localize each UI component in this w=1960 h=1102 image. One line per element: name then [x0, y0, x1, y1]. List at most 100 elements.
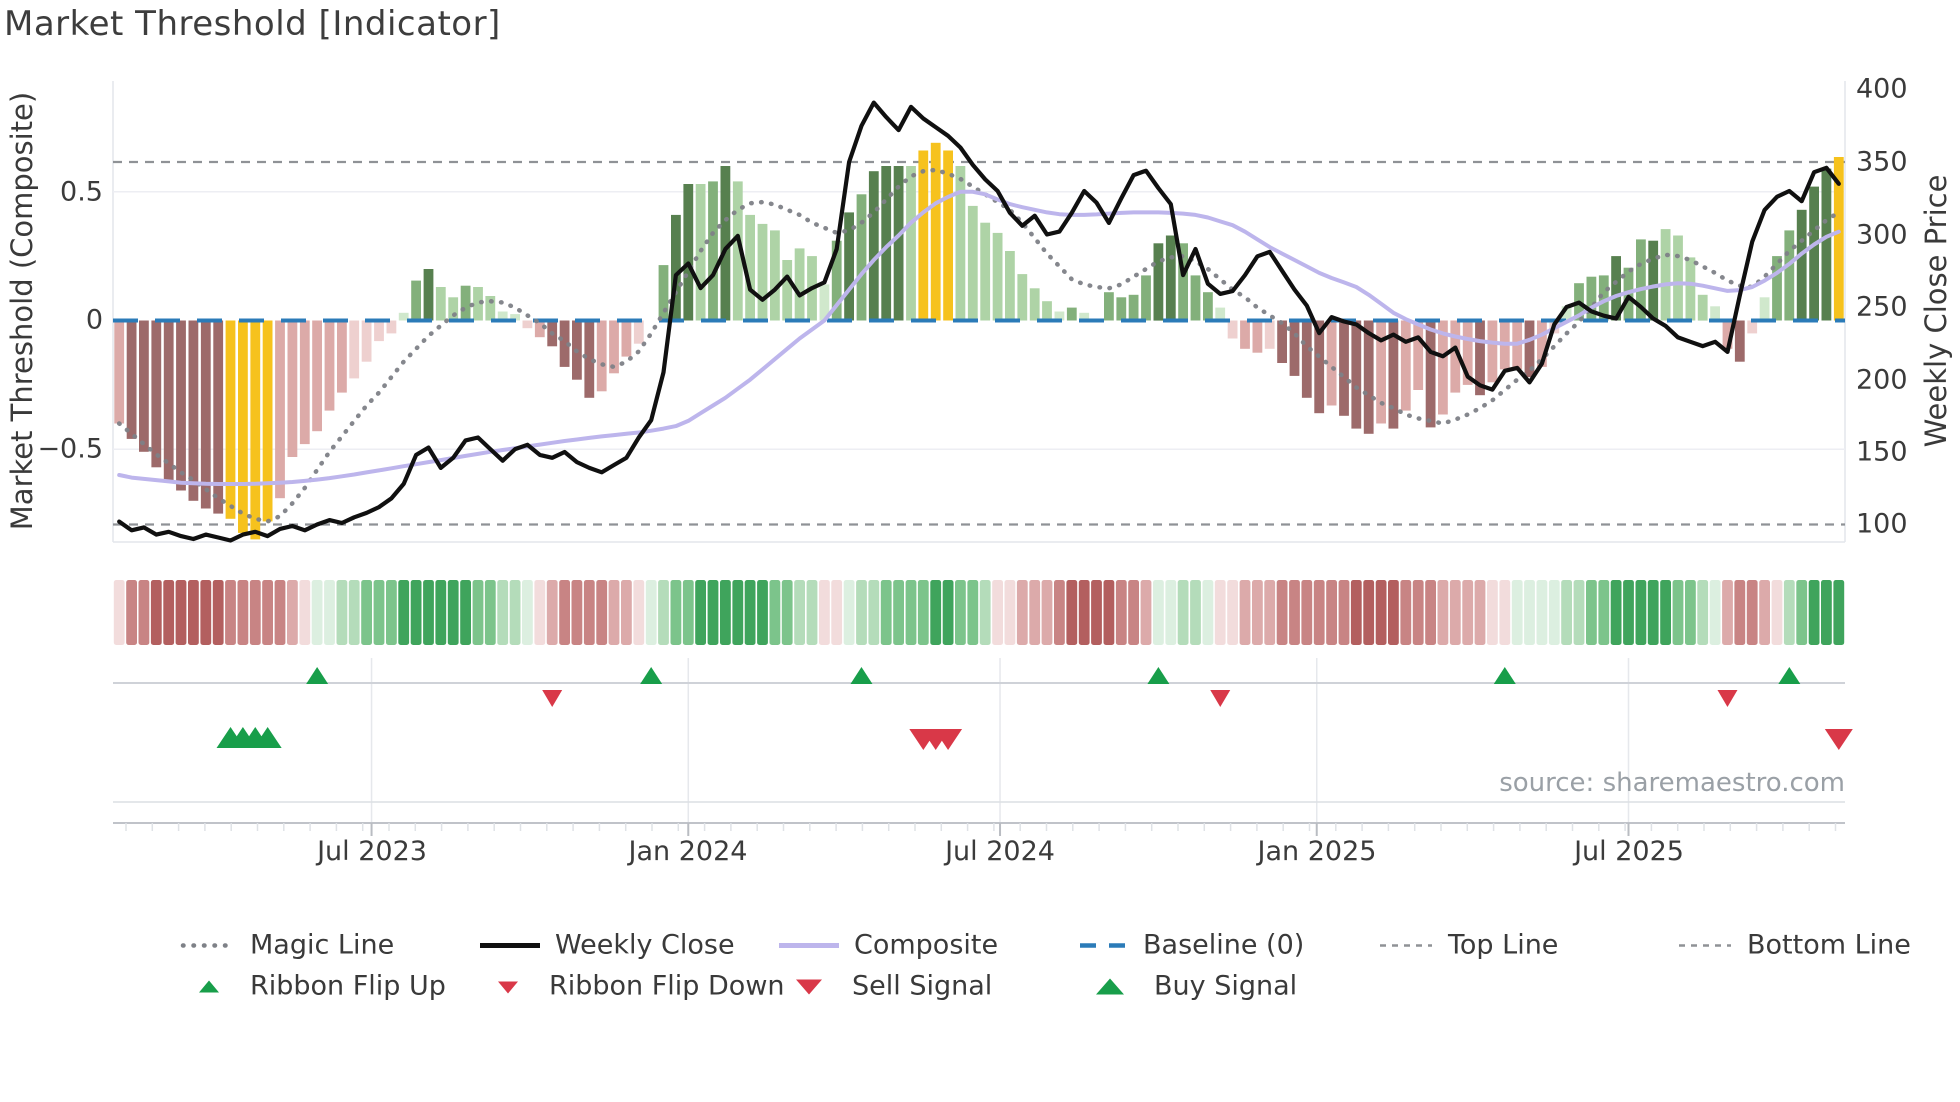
- ribbon-cell: [1202, 580, 1214, 645]
- composite-bar: [770, 230, 780, 321]
- composite-bar: [473, 287, 483, 321]
- composite-bar: [287, 320, 298, 457]
- ribbon-cell: [930, 580, 942, 645]
- ribbon-cell: [1313, 580, 1325, 645]
- ribbon-cell: [262, 580, 273, 645]
- ribbon-cell: [1487, 580, 1498, 645]
- composite-bar: [485, 296, 496, 321]
- ribbon-flip-down-icon: [498, 981, 518, 993]
- composite-bar: [324, 320, 335, 411]
- ribbon-cell: [1771, 580, 1783, 645]
- ribbon-cell: [460, 580, 471, 645]
- composite-bar: [1722, 320, 1733, 349]
- ribbon-cell: [979, 580, 991, 645]
- composite-bar: [881, 166, 892, 321]
- ribbon-cell: [225, 580, 236, 645]
- ribbon-cell: [843, 580, 855, 645]
- ribbon-cell: [1375, 580, 1387, 645]
- composite-key-icon: [779, 942, 839, 948]
- composite-bar: [980, 222, 991, 321]
- composite-bar: [374, 320, 384, 342]
- composite-bar: [757, 223, 768, 321]
- ribbon-cell: [1103, 580, 1115, 645]
- weekly-close-key-icon: [480, 942, 540, 948]
- ribbon-cell: [1697, 580, 1709, 645]
- ribbon-cell: [497, 580, 509, 645]
- ribbon-cell: [1672, 580, 1684, 645]
- ribbon-cell: [967, 580, 979, 645]
- ribbon-cell: [1177, 580, 1189, 645]
- legend-label: Ribbon Flip Down: [549, 970, 785, 1002]
- ribbon-cell: [373, 580, 385, 645]
- composite-bar: [1363, 320, 1374, 434]
- composite-bar: [1252, 320, 1263, 353]
- ribbon-flip-up-marker: [1147, 667, 1170, 684]
- ribbon-cell: [1833, 580, 1845, 645]
- composite-bar: [163, 320, 174, 481]
- x-axis-tick: Jan 2024: [628, 836, 748, 867]
- composite-bar: [151, 320, 162, 468]
- ribbon-cell: [237, 580, 249, 645]
- ribbon-cell: [1289, 580, 1300, 645]
- ribbon-cell: [1449, 580, 1461, 645]
- ribbon-cell: [670, 580, 682, 645]
- right-axis-tick: 300: [1856, 219, 1908, 251]
- ribbon-cell: [435, 580, 447, 645]
- right-axis-title: Weekly Close Price: [1919, 174, 1953, 448]
- ribbon-cell: [917, 580, 929, 645]
- composite-bar: [745, 214, 755, 321]
- ribbon-cell: [163, 580, 175, 645]
- composite-bar: [1215, 307, 1226, 321]
- ribbon-cell: [1511, 580, 1523, 645]
- ribbon-cell: [1016, 580, 1028, 645]
- right-axis-tick: 250: [1856, 291, 1908, 323]
- ribbon-cell: [410, 580, 422, 645]
- right-axis-tick: 150: [1856, 436, 1908, 468]
- ribbon-cell: [695, 580, 706, 645]
- ribbon-cell: [1796, 580, 1808, 645]
- composite-bar: [1326, 320, 1337, 406]
- ribbon-flip-up-icon: [199, 980, 219, 992]
- ribbon-cell: [781, 580, 793, 645]
- ribbon-cell: [1474, 580, 1486, 645]
- ribbon-cell: [682, 580, 694, 645]
- composite-bar: [1833, 157, 1844, 321]
- left-axis-title: Market Threshold (Composite): [5, 91, 39, 531]
- composite-bar: [1697, 294, 1708, 321]
- ribbon-cell: [769, 580, 781, 645]
- composite-bar: [596, 320, 607, 392]
- composite-bar: [361, 320, 372, 362]
- ribbon-cell: [905, 580, 917, 645]
- composite-bar: [398, 312, 409, 321]
- composite-bar: [250, 320, 261, 540]
- composite-bar: [1821, 168, 1832, 321]
- composite-bar: [411, 280, 421, 321]
- ribbon-cell: [1437, 580, 1449, 645]
- x-axis-tick: Jan 2025: [1257, 836, 1377, 867]
- ribbon-cell: [1388, 580, 1399, 645]
- composite-bar: [1611, 256, 1621, 321]
- ribbon-cell: [559, 580, 570, 645]
- composite-bar: [497, 311, 508, 321]
- ribbon-cell: [1734, 580, 1746, 645]
- composite-bar: [1301, 320, 1312, 398]
- ribbon-cell: [249, 580, 261, 645]
- sell-signal-marker: [934, 729, 963, 750]
- ribbon-cell: [819, 580, 830, 645]
- ribbon-cell: [744, 580, 756, 645]
- ribbon-cell: [1326, 580, 1337, 645]
- ribbon-cell: [1808, 580, 1820, 645]
- composite-bar: [992, 232, 1003, 321]
- composite-bar: [584, 320, 595, 398]
- x-axis-tick: Jul 2025: [1574, 836, 1684, 867]
- composite-bar: [1104, 292, 1114, 321]
- legend-label: Top Line: [1448, 929, 1559, 961]
- composite-bar: [1450, 320, 1461, 393]
- composite-bar: [1759, 297, 1770, 321]
- composite-bar: [139, 320, 149, 452]
- left-axis-tick: 0: [85, 304, 103, 336]
- composite-bar: [126, 320, 137, 439]
- composite-bar: [1648, 240, 1659, 321]
- legend-item-bottom-line: Bottom Line: [1677, 930, 1911, 961]
